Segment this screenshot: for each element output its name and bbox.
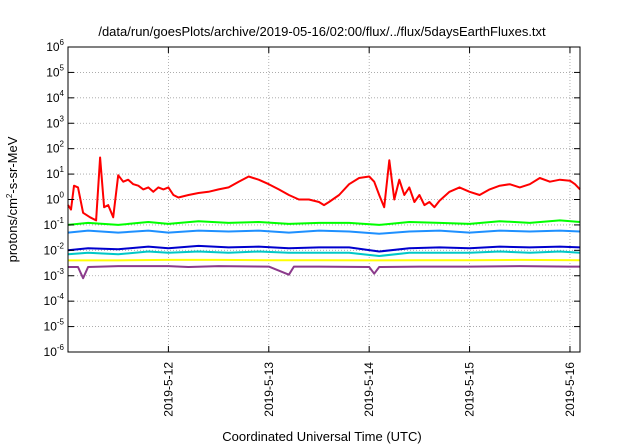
grid (68, 47, 580, 352)
y-tick-label: 10-3 (44, 267, 65, 283)
y-tick-label: 103 (46, 114, 64, 130)
y-tick-label: 106 (46, 38, 64, 54)
y-tick-label-exponent: -5 (57, 318, 65, 327)
y-tick-label: 10-1 (44, 216, 65, 232)
y-tick-label-base: 10 (46, 116, 60, 130)
y-tick-label-base: 10 (46, 167, 60, 181)
y-axis-label-rest: -s-sr-MeV (5, 136, 20, 193)
series-group (67, 156, 581, 280)
y-tick-label-base: 10 (44, 218, 58, 232)
y-tick-label: 10-4 (44, 292, 65, 308)
y-tick-label-exponent: 3 (60, 114, 65, 123)
y-tick-label: 100 (46, 191, 64, 207)
series-line (68, 258, 581, 262)
y-tick-label-exponent: -2 (57, 241, 65, 250)
x-tick-label: 2019-5-13 (262, 362, 276, 417)
y-tick-label: 10-2 (44, 241, 65, 257)
y-tick-label-base: 10 (46, 193, 60, 207)
x-axis-ticks: 2019-5-12 2019-5-13 2019-5-14 2019-5-15 2019… (161, 47, 577, 417)
y-tick-label: 10-6 (44, 343, 65, 359)
y-tick-label: 104 (46, 89, 64, 105)
y-tick-label-base: 10 (46, 142, 60, 156)
y-tick-label: 10-5 (44, 318, 65, 334)
series-line (67, 244, 581, 253)
y-tick-label-exponent: 5 (60, 63, 65, 72)
x-tick-label: 2019-5-12 (161, 362, 175, 417)
y-tick-label-base: 10 (46, 65, 60, 79)
y-tick-label-exponent: -4 (57, 292, 65, 301)
y-tick-label-base: 10 (44, 294, 58, 308)
y-tick-label-exponent: 6 (60, 38, 65, 47)
y-tick-label-exponent: 0 (60, 191, 65, 200)
y-tick-label-base: 10 (44, 243, 58, 257)
series-line (68, 265, 580, 280)
y-tick-label-base: 10 (46, 40, 60, 54)
y-tick-label-exponent: 1 (60, 165, 65, 174)
y-tick-label-exponent: 4 (60, 89, 65, 98)
chart-title: /data/run/goesPlots/archive/2019-05-16/0… (98, 24, 546, 39)
y-tick-label-exponent: -6 (57, 343, 65, 352)
x-tick-label: 2019-5-15 (463, 362, 477, 417)
series-line (67, 219, 581, 226)
series-line (67, 229, 581, 235)
y-tick-label-base: 10 (44, 320, 58, 334)
y-tick-label-exponent: 2 (60, 140, 65, 149)
y-axis-ticks: 10-610-510-410-310-210-11001011021031041… (44, 38, 580, 359)
y-tick-label: 101 (46, 165, 64, 181)
x-axis-label: Coordinated Universal Time (UTC) (222, 429, 421, 444)
series-line (67, 156, 581, 222)
y-tick-label-base: 10 (46, 91, 60, 105)
y-axis-label: protons/cm2-s-sr-MeV (5, 136, 20, 262)
y-tick-label-base: 10 (44, 345, 58, 359)
y-tick-label-base: 10 (44, 269, 58, 283)
y-axis-label-base: protons/cm (5, 198, 20, 262)
y-tick-label: 105 (46, 63, 64, 79)
y-tick-label-exponent: -1 (57, 216, 65, 225)
x-tick-label: 2019-5-14 (362, 362, 376, 417)
series-line (67, 250, 581, 257)
y-axis-label-superscript: 2 (5, 193, 14, 198)
y-tick-label: 102 (46, 140, 64, 156)
y-tick-label-exponent: -3 (57, 267, 65, 276)
x-tick-label: 2019-5-16 (563, 362, 577, 417)
